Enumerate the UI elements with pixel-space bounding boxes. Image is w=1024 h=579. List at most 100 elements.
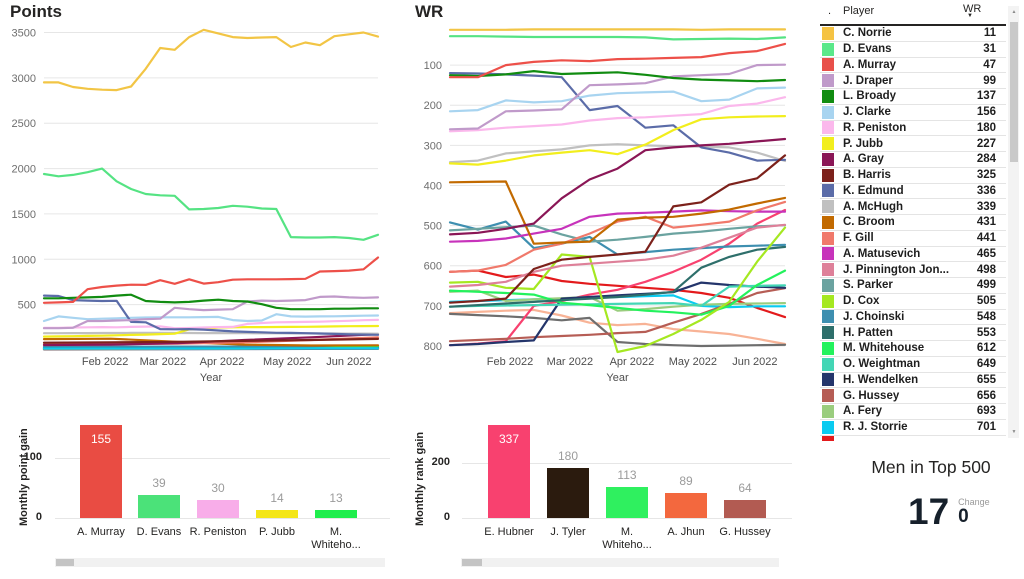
series-line[interactable] [448, 226, 787, 354]
series-line[interactable] [42, 28, 380, 92]
series-line[interactable] [448, 42, 787, 79]
table-row[interactable]: S. Parker 499 [820, 278, 1006, 294]
series-line[interactable] [42, 167, 380, 241]
table-row[interactable]: J. Choinski 548 [820, 310, 1006, 326]
series-line[interactable] [448, 209, 787, 243]
series-line[interactable] [448, 143, 787, 164]
wr-line-chart: 100 200 300 400 500 600 700 800 Feb 2022 Mar 2022… [424, 28, 787, 384]
table-row[interactable]: L. Broady 137 [820, 89, 1006, 105]
series-line[interactable] [42, 318, 380, 330]
rank-gain-scrollbar[interactable] [461, 558, 779, 567]
series-line[interactable] [448, 69, 787, 83]
table-row[interactable]: F. Gill 441 [820, 231, 1006, 247]
points-chart-panel: Points 500 1000 1500 2000 2500 3000 3500 Feb 20… [0, 0, 405, 392]
sort-descending-icon[interactable]: ▼ [967, 13, 973, 19]
bar-category-label: E. Hubner [484, 526, 534, 538]
table-row[interactable]: K. Edmund 336 [820, 184, 1006, 200]
series-line[interactable] [448, 312, 787, 348]
scroll-down-icon[interactable]: ▼ [1011, 429, 1017, 435]
series-line[interactable] [448, 223, 787, 288]
table-row[interactable]: A. Gray 284 [820, 152, 1006, 168]
y-tick-label: 2500 [12, 118, 36, 130]
table-scrollbar-thumb[interactable] [1009, 22, 1018, 162]
bar[interactable] [80, 425, 122, 518]
series-line[interactable] [448, 114, 787, 166]
table-row[interactable]: J. Clarke 156 [820, 105, 1006, 121]
bar[interactable] [547, 468, 589, 518]
x-tick-label: May 2022 [263, 356, 311, 368]
series-line[interactable] [448, 269, 787, 319]
wr-column-header[interactable]: WR [963, 3, 982, 15]
table-row[interactable]: R. Peniston 180 [820, 121, 1006, 137]
player-color-swatch [822, 247, 834, 261]
table-row[interactable]: P. Jubb 227 [820, 136, 1006, 152]
series-line[interactable] [448, 137, 787, 236]
table-row[interactable]: A. Fery 693 [820, 404, 1006, 420]
table-row[interactable]: H. Patten 553 [820, 325, 1006, 341]
table-row[interactable]: D. Cox 505 [820, 294, 1006, 310]
table-row[interactable]: M. Whitehouse 612 [820, 341, 1006, 357]
table-row[interactable]: A. McHugh 339 [820, 199, 1006, 215]
player-column-header[interactable]: Player [843, 5, 875, 17]
bar-category-label: M. Whiteho... [311, 526, 361, 551]
player-color-swatch [822, 341, 834, 355]
player-wr: 99 [983, 74, 996, 87]
bar[interactable] [256, 509, 298, 518]
table-scrollbar[interactable]: ▲ ▼ [1008, 6, 1019, 438]
series-line[interactable] [448, 86, 787, 113]
player-name: H. Patten [843, 326, 893, 339]
y-tick-label: 600 [424, 261, 442, 273]
y-tick-label: 2000 [12, 164, 36, 176]
bar-value-label: 14 [270, 490, 284, 505]
series-line[interactable] [448, 308, 787, 346]
series-line[interactable] [42, 313, 380, 323]
bar[interactable] [138, 494, 180, 518]
bar[interactable] [665, 493, 707, 518]
series-line[interactable] [448, 180, 787, 245]
series-line[interactable] [448, 245, 787, 308]
series-line[interactable] [448, 200, 787, 273]
series-line[interactable] [448, 96, 787, 133]
card-change: Change 0 [958, 497, 990, 528]
table-row[interactable]: H. Wendelken 655 [820, 373, 1006, 389]
player-color-swatch [822, 42, 834, 56]
table-row[interactable]: J. Pinnington Jon... 498 [820, 262, 1006, 278]
bar[interactable] [606, 486, 648, 518]
table-row[interactable]: B. Harris 325 [820, 168, 1006, 184]
point-gain-scrollbar[interactable] [55, 558, 385, 567]
bar[interactable] [315, 510, 357, 518]
series-line[interactable] [448, 281, 787, 347]
bar[interactable] [488, 425, 530, 518]
series-line[interactable] [42, 293, 380, 311]
table-row[interactable] [820, 436, 1006, 441]
player-name: C. Norrie [843, 27, 892, 40]
series-line[interactable] [42, 295, 380, 330]
table-row[interactable]: A. Murray 47 [820, 58, 1006, 74]
table-row[interactable]: J. Draper 99 [820, 73, 1006, 89]
series-line[interactable] [42, 256, 380, 304]
table-row[interactable]: C. Broom 431 [820, 215, 1006, 231]
table-row[interactable]: D. Evans 31 [820, 42, 1006, 58]
y-tick-label: 100 [23, 451, 42, 463]
series-line[interactable] [42, 294, 380, 336]
card-value: 17 [908, 491, 950, 532]
series-line[interactable] [448, 287, 787, 343]
table-row[interactable]: R. J. Storrie 701 [820, 420, 1006, 436]
rank-gain-scrollbar-thumb[interactable] [462, 559, 482, 566]
series-line[interactable] [448, 284, 787, 308]
table-row[interactable]: O. Weightman 649 [820, 357, 1006, 373]
series-line[interactable] [448, 269, 787, 316]
series-line[interactable] [448, 224, 787, 243]
series-line[interactable] [448, 154, 787, 304]
scroll-up-icon[interactable]: ▲ [1011, 9, 1017, 15]
bar[interactable] [197, 500, 239, 518]
series-line[interactable] [448, 35, 787, 41]
series-line[interactable] [448, 63, 787, 131]
table-row[interactable]: G. Hussey 656 [820, 388, 1006, 404]
point-gain-scrollbar-thumb[interactable] [56, 559, 74, 566]
bar[interactable] [724, 500, 766, 518]
player-wr: 693 [976, 405, 996, 418]
series-line[interactable] [42, 337, 380, 344]
table-row[interactable]: C. Norrie 11 [820, 26, 1006, 42]
table-row[interactable]: A. Matusevich 465 [820, 247, 1006, 263]
